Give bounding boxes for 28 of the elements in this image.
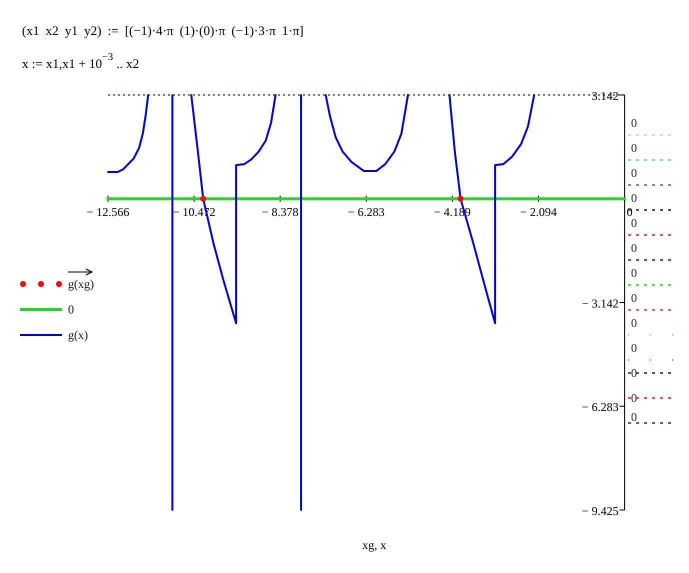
text: 0 [631,410,637,424]
text: 0 [631,116,637,130]
text: 0 [631,316,637,330]
chart-title: (x1 x2 y1 y2) := [(−1)·4·π (1)·(0)·π (−1)·3·π 1·π] [22,22,304,38]
x-tick-label: − 8.378 [262,204,299,219]
x-tick-label: − 2.094 [520,204,557,219]
chart-subtitle: x := x1,x1 + 10$^{−3}$ .. x2 [22,52,140,70]
text: 0 [631,166,637,180]
y-tick-label: − 9.425 [582,504,619,518]
x-tick-label: − 6.283 [348,204,385,219]
y-tick-label: 3.142 [592,89,619,103]
text: 0 [631,341,637,355]
x-axis-title: xg, x [362,538,386,552]
text: 0 [631,266,637,280]
y-tick-label: − 3.142 [582,296,619,311]
text: 0 [631,241,637,255]
legend-label: g(xg) [68,277,94,291]
text: 0 [631,291,637,305]
text: 0 [631,391,637,405]
legend-label: g(x) [68,328,88,342]
text: 0 [631,216,637,230]
x-tick-label: 0 [626,204,633,219]
x-tick-label: − 12.566 [86,204,130,219]
legend-label: 0 [68,302,74,316]
text: 0 [631,191,637,205]
y-tick-label: − 6.283 [582,400,619,414]
text: 0 [631,366,637,380]
text: 0 [631,141,637,155]
